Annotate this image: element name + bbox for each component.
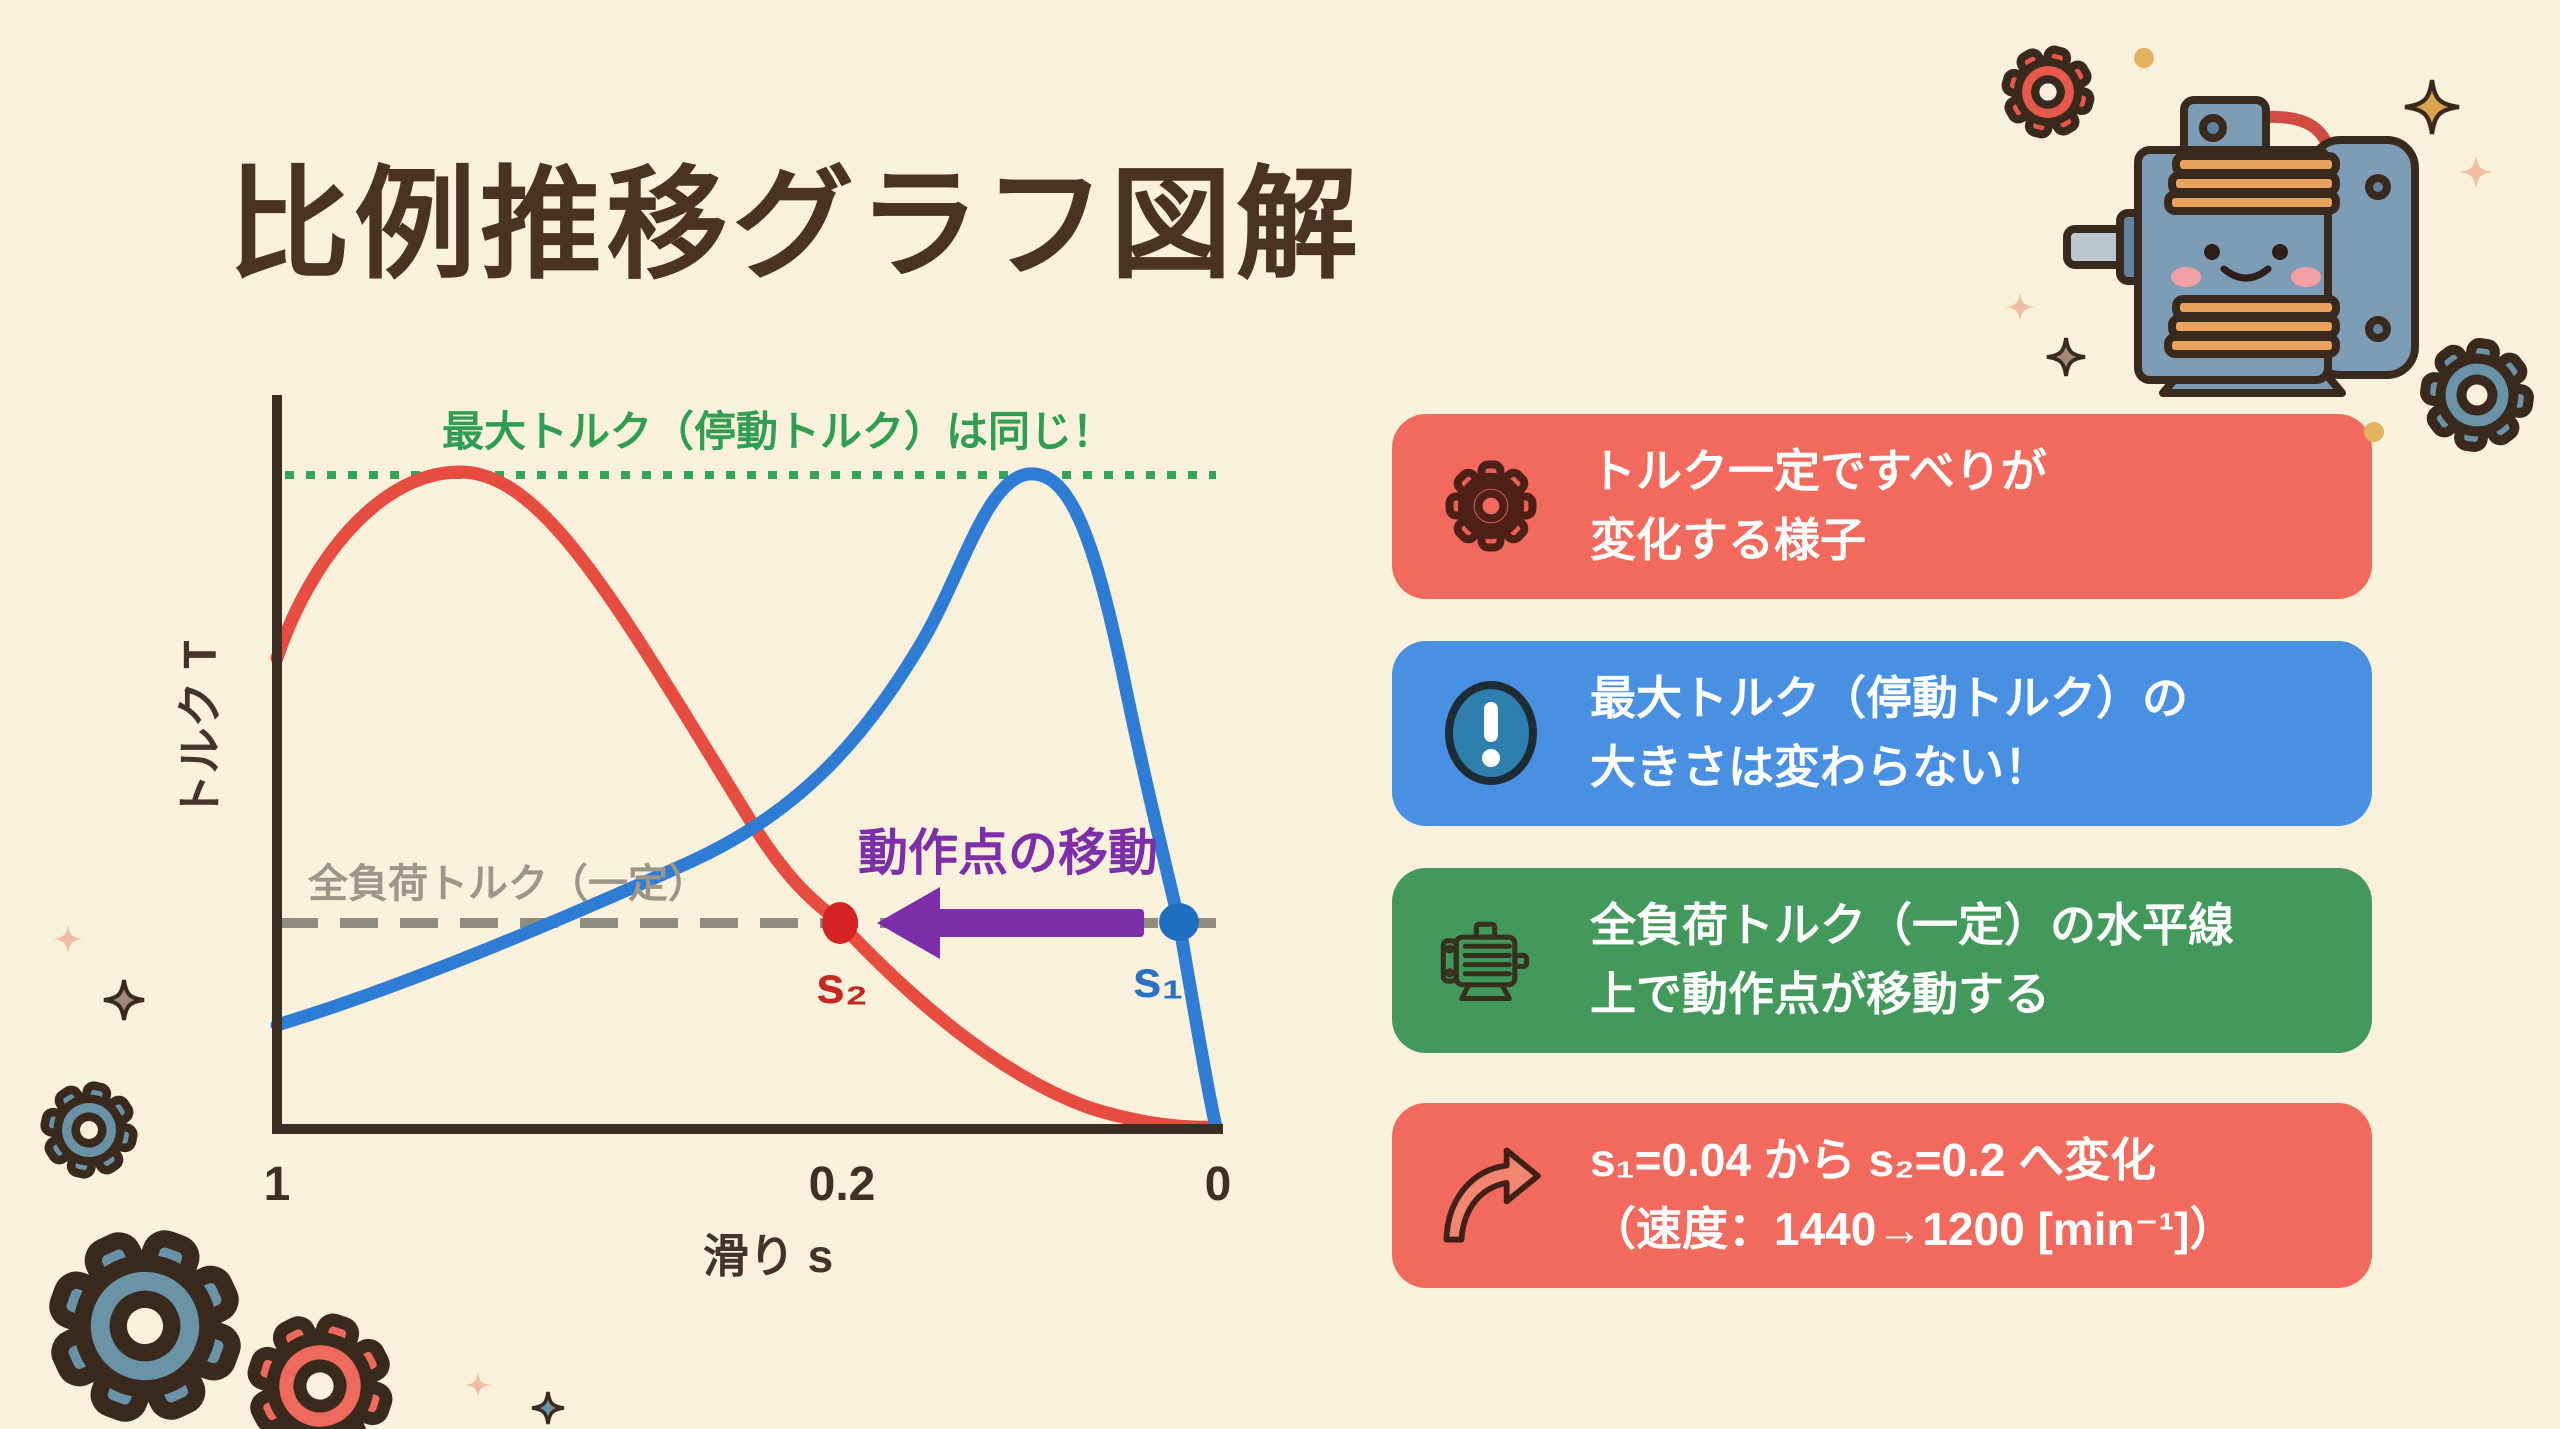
page-title: 比例推移グラフ図解 (228, 157, 1362, 293)
sparkle-icon (532, 1392, 564, 1424)
y-axis-label: トルク T (174, 641, 226, 820)
callout-torque-constant: トルク一定ですべりが 変化する様子 (1392, 414, 2372, 599)
motor-face (2171, 244, 2321, 287)
decorative-gears (0, 924, 660, 1429)
x-tick-0-2: 0.2 (809, 1158, 876, 1211)
blue-gear-icon (2418, 336, 2535, 453)
red-gear-icon (235, 1301, 405, 1429)
x-tick-0: 0 (1205, 1158, 1232, 1211)
gold-dot (2134, 48, 2154, 68)
sparkle-icon (465, 1372, 491, 1398)
sparkle-icon (53, 924, 83, 954)
sparkle-icon (104, 980, 144, 1020)
callout-slip-change: s₁=0.04 から s₂=0.2 へ変化 （速度：1440→1200 [min… (1392, 1103, 2372, 1288)
callout-line: 大きさは変わらない！ (1590, 741, 2050, 794)
max-torque-note: 最大トルク（停動トルク）は同じ！ (442, 408, 1114, 455)
s2-point-label: s₂ (816, 957, 868, 1015)
full-load-label: 全負荷トルク（一定） (307, 861, 708, 906)
s1-point-label: s₁ (1133, 951, 1183, 1009)
red-gear-icon (1996, 40, 2101, 145)
cute-motor (2063, 96, 2419, 397)
red-torque-curve (270, 465, 1223, 1134)
gold-dot (2364, 422, 2384, 442)
chart-axes (272, 395, 1223, 1134)
sparkle-icon (2005, 292, 2035, 322)
callout-line: 変化する様子 (1590, 514, 1866, 567)
torque-slip-chart: 最大トルク（停動トルク）は同じ！ 全負荷トルク（一定） 動作点の移動 s₂ s₁… (174, 395, 1232, 1282)
sparkle-icon (2459, 155, 2493, 189)
callout-line: （速度：1440→1200 [min⁻¹]） (1590, 1203, 2236, 1256)
operating-point-arrow (877, 887, 1144, 959)
blue-gear-icon (36, 1077, 141, 1182)
operating-point-s1 (1159, 903, 1199, 941)
callout-line: 最大トルク（停動トルク）の (1590, 671, 2188, 724)
callout-line: 全負荷トルク（一定）の水平線 (1590, 898, 2234, 951)
x-axis-label: 滑り s (703, 1230, 833, 1282)
motor-illustration (1980, 15, 2560, 480)
callout-line: トルク一定ですべりが (1590, 444, 2047, 497)
motor-icon (1440, 921, 1530, 1002)
operating-point-label: 動作点の移動 (858, 825, 1158, 881)
callout-line: s₁=0.04 から s₂=0.2 へ変化 (1590, 1133, 2157, 1186)
x-tick-1: 1 (264, 1158, 291, 1211)
exclamation-icon (1445, 681, 1537, 785)
blue-gear-icon (30, 1211, 259, 1429)
operating-point-s2 (822, 902, 858, 944)
callout-line: 上で動作点が移動する (1590, 968, 2050, 1021)
gear-icon (1436, 451, 1546, 561)
callout-max-torque: 最大トルク（停動トルク）の 大きさは変わらない！ (1392, 641, 2372, 826)
sparkle-icon (2405, 80, 2459, 134)
curved-arrow-icon (1443, 1147, 1541, 1243)
callout-full-load: 全負荷トルク（一定）の水平線 上で動作点が移動する (1392, 868, 2372, 1053)
sparkle-icon (2047, 338, 2085, 376)
